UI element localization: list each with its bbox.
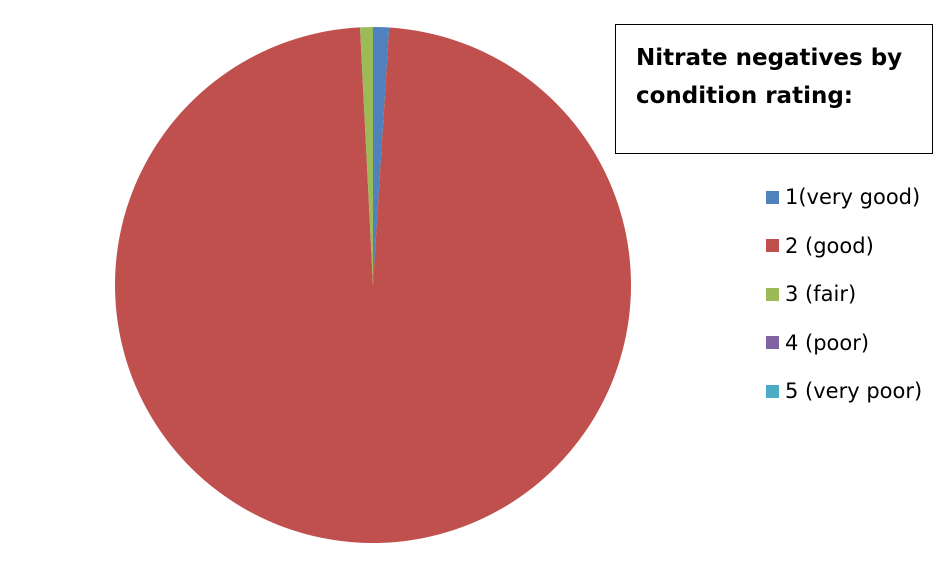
legend-swatch xyxy=(766,287,779,301)
legend-item: 4 (poor) xyxy=(766,319,922,368)
legend-item: 1(very good) xyxy=(766,173,922,222)
legend-label: 3 (fair) xyxy=(785,282,857,307)
pie-slice-1 xyxy=(373,27,390,285)
legend-item: 3 (fair) xyxy=(766,270,922,319)
legend-label: 4 (poor) xyxy=(785,330,870,355)
chart-title: Nitrate negatives by condition rating: xyxy=(615,24,933,154)
legend: 1(very good) 2 (good) 3 (fair) 4 (poor) … xyxy=(766,173,922,416)
legend-label: 5 (very poor) xyxy=(785,379,923,404)
legend-item: 2 (good) xyxy=(766,222,922,271)
legend-swatch xyxy=(766,190,779,204)
pie-slice-3 xyxy=(360,27,373,285)
legend-swatch xyxy=(766,336,779,350)
legend-label: 2 (good) xyxy=(785,233,874,258)
legend-swatch xyxy=(766,384,779,398)
pie-slice-2 xyxy=(114,27,632,544)
legend-swatch xyxy=(766,239,779,253)
legend-label: 1(very good) xyxy=(785,185,921,210)
legend-item: 5 (very poor) xyxy=(766,367,922,416)
